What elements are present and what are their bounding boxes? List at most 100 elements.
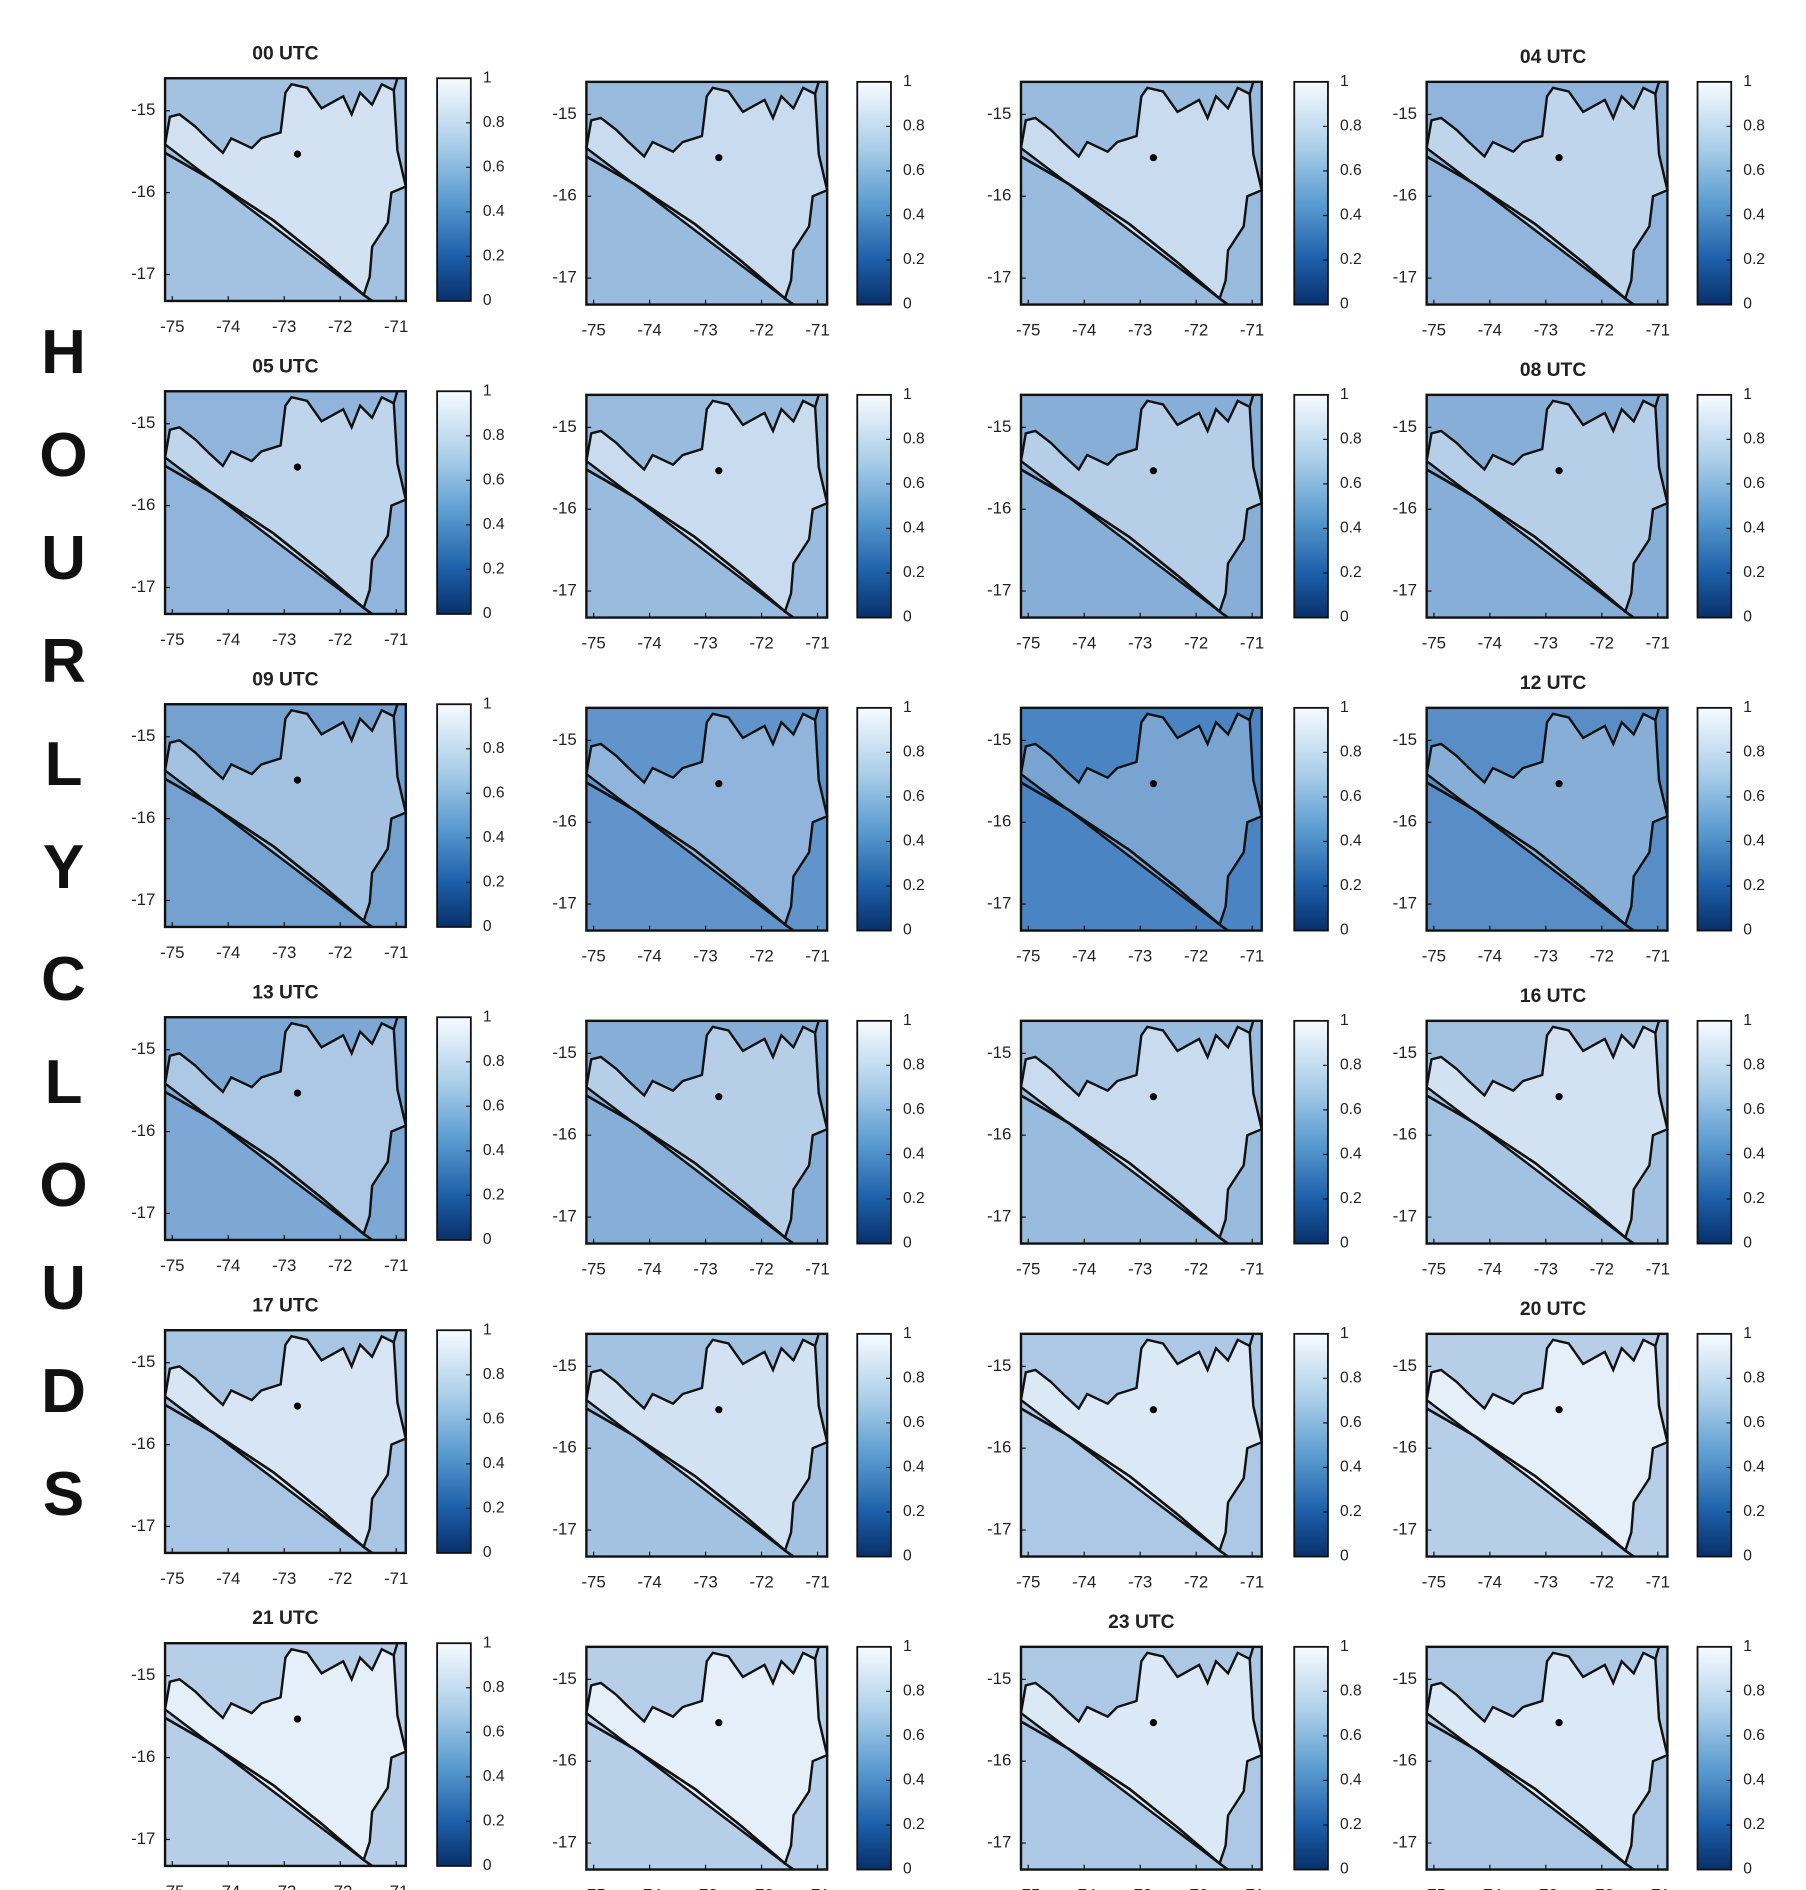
colorbar-tick-label: 0.8 (483, 740, 505, 757)
colorbar: 0 0.2 0.4 0.6 0.8 1 (1293, 386, 1362, 626)
region-border (1425, 712, 1669, 927)
map-panel: 16 UTC -75 -74 -73 -72 -71 -15 -16 -17 (1393, 986, 1670, 1279)
x-tick-label: -75 (1016, 633, 1040, 652)
colorbar-tick-label: 1 (483, 1008, 492, 1025)
map-frame (163, 1329, 408, 1555)
border (1654, 394, 1661, 408)
colorbar-tick-label: 1 (483, 69, 492, 86)
y-tick-label: -16 (552, 812, 576, 831)
x-tick-label: -71 (1646, 321, 1670, 340)
x-tick-label: -74 (1478, 946, 1502, 965)
colorbar-scale (1293, 1019, 1329, 1245)
region-border (1425, 399, 1669, 614)
site-marker (715, 1093, 723, 1101)
colorbar: 0 0.2 0.4 0.6 0.8 1 (1696, 73, 1765, 313)
map-frame (585, 1645, 829, 1871)
colorbar-tick-label: 0 (1743, 296, 1752, 313)
region-fill (1426, 87, 1668, 299)
x-tick-label: -74 (1478, 1885, 1502, 1890)
colorbar-tick-label: 0.6 (1340, 475, 1362, 492)
y-tick-label: -17 (131, 1829, 155, 1848)
colorbar-tick-label: 1 (1743, 1638, 1752, 1655)
site-marker (293, 463, 302, 471)
colorbar-tick-label: 0.2 (1340, 251, 1362, 268)
colorbar-tick-label: 0.6 (1743, 162, 1765, 179)
x-tick-label: -73 (272, 1569, 296, 1588)
region-border (585, 712, 829, 927)
colorbar-tick-label: 1 (1743, 386, 1752, 403)
region-fill (1020, 400, 1262, 612)
region-fill (1020, 87, 1262, 299)
x-tick-label: -75 (1422, 1259, 1446, 1278)
x-tick-label: -73 (693, 321, 717, 340)
map-panel: -75 -74 -73 -72 -71 -15 -16 -17 (987, 80, 1264, 340)
panel-title: 05 UTC (252, 356, 318, 377)
region-border (1019, 712, 1264, 927)
x-tick-label: -73 (1534, 633, 1558, 652)
region-fill (165, 710, 406, 921)
x-tick-label: -75 (1016, 1885, 1040, 1890)
site-marker (1555, 1406, 1563, 1414)
colorbar-tick-label: 0.8 (903, 118, 925, 135)
colorbar-tick-label: 0 (483, 1857, 492, 1874)
colorbar-tick-label: 0.2 (1340, 1503, 1362, 1520)
region-border (585, 1651, 829, 1866)
colorbar-tick-label: 0.4 (1340, 1772, 1362, 1789)
site-marker (293, 1089, 302, 1097)
colorbar-scale (1293, 1332, 1329, 1558)
x-tick-label: -74 (1072, 633, 1096, 652)
colorbar: 0 0.2 0.4 0.6 0.8 1 (856, 1325, 925, 1565)
y-tick-label: -16 (1393, 499, 1417, 518)
x-tick-label: -75 (1422, 633, 1446, 652)
x-tick-label: -75 (160, 1882, 184, 1890)
map-panel: 12 UTC -75 -74 -73 -72 -71 -15 -16 -17 (1393, 673, 1670, 966)
x-tick-label: -75 (160, 943, 184, 962)
colorbar: 0 0.2 0.4 0.6 0.8 1 (436, 1008, 505, 1248)
y-tick-label: -15 (1393, 104, 1417, 123)
colorbar-tick-label: 0 (1340, 296, 1349, 313)
x-tick-label: -74 (216, 943, 240, 962)
colorbar-tick-label: 0.8 (483, 1366, 505, 1383)
x-tick-label: -75 (160, 317, 184, 336)
map-panel: -75 -74 -73 -72 -71 -15 -16 -17 (552, 1645, 830, 1890)
colorbar-tick-label: 1 (903, 699, 912, 716)
x-tick-label: -74 (216, 630, 240, 649)
colorbar-tick-label: 0.6 (1340, 1101, 1362, 1118)
y-tick-label: -15 (552, 1043, 576, 1062)
y-tick-label: -17 (552, 581, 576, 600)
y-tick-label: -17 (131, 890, 155, 909)
y-tick-label: -15 (131, 1665, 155, 1684)
border (813, 1333, 820, 1347)
colorbar-tick-label: 0.2 (483, 248, 505, 265)
x-tick-label: -75 (1016, 321, 1040, 340)
region-border (1425, 1338, 1669, 1553)
y-tick-label: -16 (1393, 1125, 1417, 1144)
map-frame (163, 1642, 408, 1868)
x-tick-label: -73 (1534, 946, 1558, 965)
colorbar: 0 0.2 0.4 0.6 0.8 1 (856, 699, 925, 939)
colorbar-tick-label: 0.4 (1743, 1459, 1765, 1476)
colorbar-scale (856, 80, 892, 306)
colorbar-tick-label: 0.6 (483, 158, 505, 175)
map-panel: 23 UTC -75 -74 -73 -72 -71 -15 -16 -17 (987, 1612, 1264, 1890)
x-tick-label: -73 (272, 1882, 296, 1890)
x-tick-label: -75 (160, 1256, 184, 1275)
colorbar-tick-label: 0 (483, 1231, 492, 1248)
colorbar-tick-label: 0 (903, 922, 912, 939)
colorbar-scale (856, 393, 892, 619)
x-tick-label: -73 (1128, 1259, 1152, 1278)
y-tick-label: -15 (987, 417, 1011, 436)
colorbar: 0 0.2 0.4 0.6 0.8 1 (1696, 1012, 1765, 1252)
colorbar: 0 0.2 0.4 0.6 0.8 1 (1293, 1325, 1362, 1565)
colorbar-tick-label: 0.4 (903, 1146, 925, 1163)
colorbar-tick-label: 1 (903, 1325, 912, 1342)
region-fill (165, 1336, 406, 1547)
colorbar-tick-label: 0.2 (1340, 1816, 1362, 1833)
colorbar-tick-label: 0.6 (1743, 1101, 1765, 1118)
x-tick-label: -72 (328, 1882, 352, 1890)
colorbar-tick-label: 0.2 (903, 877, 925, 894)
region-border (163, 82, 408, 297)
map-panel: -75 -74 -73 -72 -71 -15 -16 -17 (1393, 1645, 1670, 1890)
map-panel: 00 UTC -75 -74 -73 -72 -71 -15 -16 -17 (131, 43, 408, 336)
x-tick-label: -71 (1240, 1572, 1264, 1591)
